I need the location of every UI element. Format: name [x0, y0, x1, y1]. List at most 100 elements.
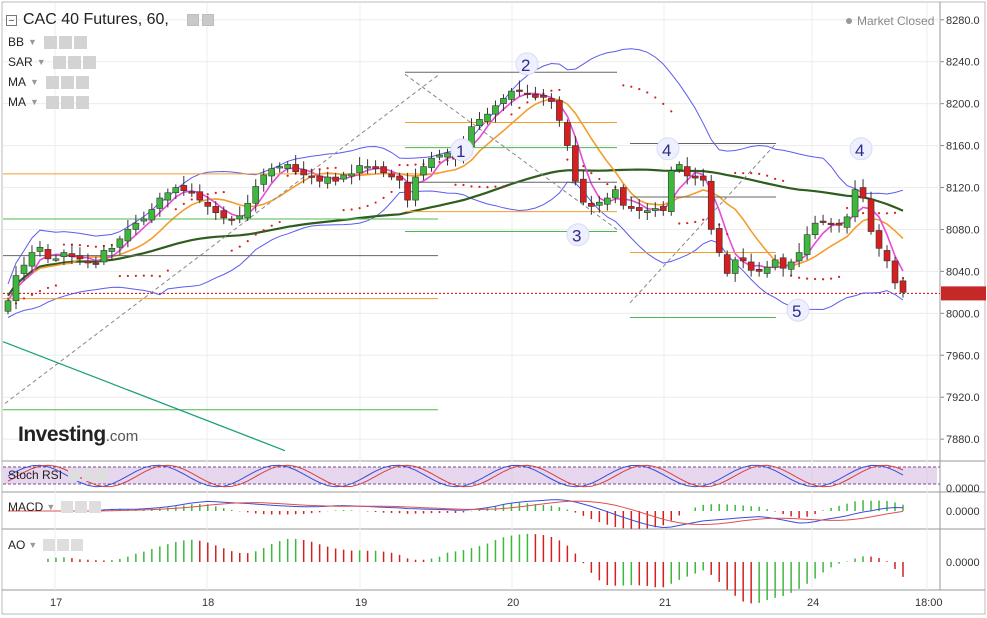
last-price-tag: [941, 286, 986, 301]
stochrsi-k-line: [7, 464, 904, 488]
sar-dot: [750, 172, 753, 175]
candle-body: [188, 191, 196, 194]
candle-body: [572, 145, 579, 182]
pane-label-stochrsi[interactable]: Stoch RSI: [8, 468, 109, 482]
gear-icon[interactable]: [60, 75, 74, 89]
candle-body: [731, 259, 739, 274]
chevron-down-icon[interactable]: ▼: [30, 77, 39, 87]
sar-dot: [622, 84, 625, 87]
candle-body: [659, 206, 667, 211]
sar-dot: [558, 88, 561, 92]
candle-body: [68, 253, 76, 258]
collapse-icon[interactable]: [6, 14, 17, 26]
sar-dot: [246, 240, 249, 243]
candle-body: [92, 262, 100, 265]
candle-body: [212, 206, 220, 213]
candle-body: [164, 192, 172, 201]
chart-header: CAC 40 Futures, 60,: [6, 10, 214, 30]
sar-dot: [286, 174, 289, 177]
sar-dot: [414, 163, 417, 166]
sar-dot: [78, 244, 82, 247]
candle-body: [643, 210, 651, 213]
sar-dot: [470, 185, 473, 188]
chevron-down-icon[interactable]: ▼: [28, 37, 37, 47]
gear-icon[interactable]: [58, 35, 72, 49]
gear-icon[interactable]: [57, 539, 70, 551]
chevron-down-icon[interactable]: ▼: [28, 540, 38, 550]
sar-dot: [837, 275, 841, 278]
candle-body: [428, 157, 435, 168]
candle-body: [364, 166, 371, 169]
candle-body: [747, 261, 755, 271]
close-icon[interactable]: [73, 35, 87, 49]
gear-icon[interactable]: [60, 95, 74, 109]
sar-dot: [438, 160, 441, 164]
sar-dot: [829, 277, 833, 280]
sar-dot: [798, 276, 801, 279]
macd-axis-label: 0.0000: [946, 506, 980, 518]
close-icon[interactable]: [75, 75, 89, 89]
close-icon[interactable]: [96, 469, 109, 481]
candle-body: [540, 94, 547, 98]
stochrsi-band: [3, 467, 937, 484]
indicator-ma-1[interactable]: MA ▼: [8, 75, 89, 89]
candle-body: [548, 98, 555, 102]
chevron-down-icon[interactable]: ▼: [46, 502, 56, 512]
candle-body: [691, 175, 699, 179]
close-icon[interactable]: [71, 539, 84, 551]
eye-icon[interactable]: [45, 95, 59, 109]
close-icon[interactable]: [75, 95, 89, 109]
indicator-bb[interactable]: BB ▼: [8, 35, 87, 49]
candle-body: [859, 187, 867, 199]
pane-label-ao[interactable]: AO ▼: [8, 538, 84, 552]
gear-icon[interactable]: [67, 55, 81, 69]
gear-icon[interactable]: [75, 501, 88, 513]
eye-icon[interactable]: [45, 75, 59, 89]
candle-body: [108, 248, 116, 252]
sar-dot: [262, 229, 265, 232]
sar-dot: [214, 191, 217, 195]
sar-dot: [877, 212, 881, 215]
close-icon[interactable]: [89, 501, 102, 513]
candle-body: [803, 234, 811, 255]
candle-body: [524, 92, 531, 95]
pane-label-macd[interactable]: MACD ▼: [8, 500, 102, 514]
y-tick-label: 8200.0: [946, 99, 980, 111]
gear-icon[interactable]: [82, 469, 95, 481]
candle-body: [580, 178, 587, 203]
candle-body: [196, 191, 204, 201]
candle-body: [244, 202, 252, 219]
indicator-ma-2[interactable]: MA ▼: [8, 95, 89, 109]
sar-dot: [694, 220, 697, 224]
candle-body: [60, 252, 68, 258]
sar-dot: [606, 183, 609, 186]
candle-body: [819, 220, 827, 223]
sar-dot: [702, 218, 705, 221]
eye-icon[interactable]: [68, 469, 81, 481]
close-icon[interactable]: [82, 55, 96, 69]
chevron-down-icon[interactable]: ▼: [30, 97, 39, 107]
channel-line: [2, 341, 286, 452]
chevron-down-icon[interactable]: ▼: [36, 57, 46, 67]
sar-dot: [222, 190, 225, 194]
eye-icon[interactable]: [186, 14, 199, 26]
eye-icon[interactable]: [43, 35, 57, 49]
sar-dot: [845, 206, 849, 210]
y-tick-label: 7880.0: [946, 434, 980, 446]
candle-body: [140, 218, 148, 222]
gear-icon[interactable]: [201, 14, 214, 26]
sar-dot: [646, 91, 649, 94]
indicator-sar[interactable]: SAR ▼: [8, 55, 96, 69]
candle-body: [620, 187, 627, 206]
candle-body: [28, 252, 36, 267]
sar-dot: [358, 207, 361, 210]
sar-dot: [166, 269, 169, 272]
eye-icon[interactable]: [52, 55, 66, 69]
sar-dot: [893, 211, 897, 214]
eye-icon[interactable]: [43, 539, 56, 551]
candle-body: [76, 255, 84, 260]
candle-body: [324, 176, 331, 184]
eye-icon[interactable]: [61, 501, 74, 513]
